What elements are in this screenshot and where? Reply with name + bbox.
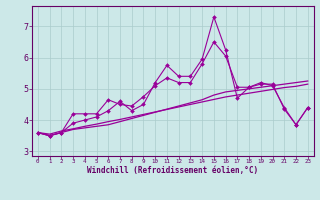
- X-axis label: Windchill (Refroidissement éolien,°C): Windchill (Refroidissement éolien,°C): [87, 166, 258, 175]
